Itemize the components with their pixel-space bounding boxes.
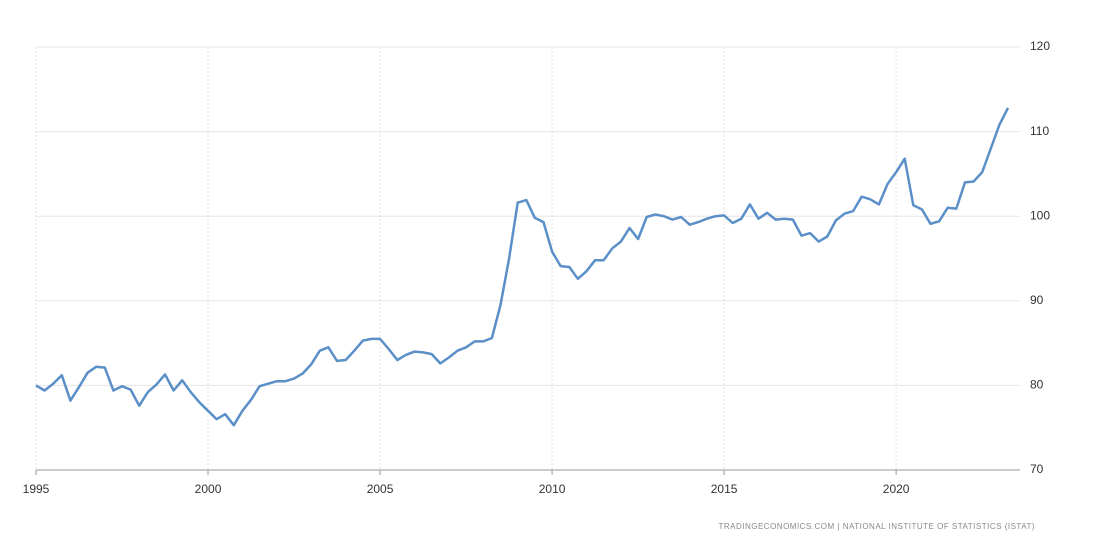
- y-tick-label: 110: [1030, 124, 1049, 138]
- x-tick-label: 1995: [23, 482, 50, 496]
- x-tick-label: 2020: [883, 482, 910, 496]
- x-tick-label: 2010: [539, 482, 566, 496]
- y-tick-label: 70: [1030, 462, 1044, 476]
- y-tick-label: 120: [1030, 39, 1050, 53]
- x-tick-label: 2000: [195, 482, 222, 496]
- x-tick-label: 2005: [367, 482, 394, 496]
- source: TRADINGECONOMICS.COM | NATIONAL INSTITUT…: [718, 522, 1035, 531]
- y-tick-label: 100: [1030, 208, 1050, 222]
- line-series: [35, 107, 1010, 427]
- y-tick-label: 80: [1030, 378, 1044, 392]
- x-tick-label: 2015: [711, 482, 738, 496]
- y-tick-label: 90: [1030, 293, 1044, 307]
